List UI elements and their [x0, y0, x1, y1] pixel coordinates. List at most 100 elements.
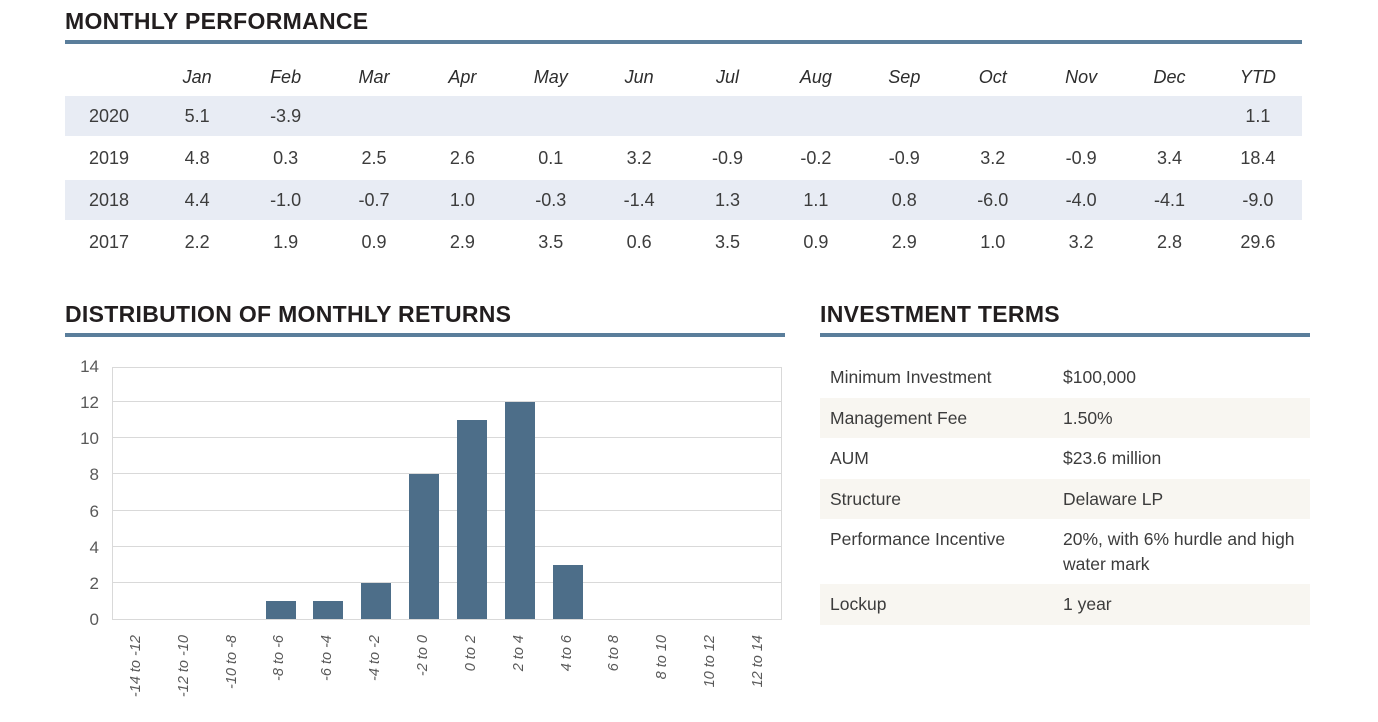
terms-row: Performance Incentive 20%, with 6% hurdle… — [820, 519, 1310, 584]
return-value-cell: -4.1 — [1153, 189, 1185, 210]
return-value-cell: -0.9 — [888, 147, 920, 168]
term-label: Performance Incentive — [830, 529, 1006, 549]
x-tick-label: -8 to -6 — [256, 635, 304, 681]
x-tick-text: 2 to 4 — [510, 635, 527, 672]
investment-terms-title: INVESTMENT TERMS — [820, 301, 1060, 327]
y-tick-label: 0 — [89, 610, 99, 629]
investment-terms-section: INVESTMENT TERMS Minimum Investment $100,… — [820, 301, 1310, 625]
return-value-cell: 1.1 — [1245, 105, 1271, 126]
header-month-cell: May — [533, 66, 568, 87]
header-month-cell: Feb — [270, 66, 302, 87]
header-month-cell: Mar — [358, 66, 390, 87]
investment-terms-table: Minimum Investment $100,000 Management Fee… — [820, 357, 1310, 625]
header-month-cell: Jul — [716, 66, 740, 87]
return-value-cell: -1.4 — [623, 189, 655, 210]
bar — [504, 402, 535, 619]
return-value-cell: -4.0 — [1065, 189, 1097, 210]
term-value: $23.6 million — [1063, 448, 1162, 468]
y-tick-label: 10 — [80, 429, 99, 449]
return-value-cell: 5.1 — [184, 105, 210, 126]
x-tick-label: 4 to 6 — [543, 635, 591, 671]
y-tick-label: 12 — [80, 393, 99, 413]
return-value-cell: 2.6 — [449, 147, 475, 168]
x-tick-text: -14 to -12 — [127, 635, 144, 698]
performance-header-row: Jan Feb Mar Apr May Jun Jul Aug Sep Oct Nov Dec YTD — [65, 60, 1302, 94]
term-value: $100,000 — [1063, 367, 1136, 387]
return-value-cell: -6.0 — [977, 189, 1009, 210]
year-cell: 2019 — [88, 147, 130, 168]
x-tick-text: -10 to -8 — [223, 635, 240, 689]
gridline — [113, 437, 781, 439]
return-value-cell: 0.3 — [273, 147, 299, 168]
performance-row: 2018 4.4 -1.0 -0.7 1.0 -0.3 -1.4 1.3 1.1 0.8 -6.0 -… — [65, 180, 1302, 220]
return-value-cell: 2.9 — [891, 231, 917, 252]
term-value: Delaware LP — [1063, 488, 1164, 509]
x-tick-label: -10 to -8 — [208, 635, 256, 689]
header-month-cell: YTD — [1239, 66, 1276, 87]
chart-x-axis: -14 to -12 -12 to -10 -10 to -8 -8 to -6 -6 … — [112, 628, 782, 722]
term-value: 20%, with 6% hurdle and high water mark — [1063, 529, 1295, 574]
x-tick-label: -12 to -10 — [160, 635, 208, 697]
return-value-cell: 4.8 — [184, 147, 210, 168]
return-value-cell: 29.6 — [1240, 231, 1276, 252]
return-value-cell: 0.6 — [626, 231, 652, 252]
x-tick-text: 10 to 12 — [702, 635, 719, 688]
x-tick-label: 2 to 4 — [495, 635, 543, 671]
y-tick-label: 14 — [80, 357, 99, 376]
return-value-cell: -0.9 — [712, 147, 744, 168]
year-cell: 2020 — [88, 105, 130, 126]
return-value-cell: 1.0 — [980, 231, 1006, 252]
return-value-cell: 3.5 — [538, 231, 564, 252]
distribution-section: DISTRIBUTION OF MONTHLY RETURNS 0 2 4 6 8 10 1… — [65, 301, 785, 722]
return-value-cell: 3.2 — [1068, 231, 1094, 252]
x-tick-label: 0 to 2 — [447, 635, 495, 671]
term-label: AUM — [830, 448, 869, 468]
return-value-cell: 0.8 — [891, 189, 917, 210]
terms-row: Management Fee 1.50% — [820, 397, 1310, 438]
x-tick-label: -6 to -4 — [303, 635, 351, 681]
year-cell: 2018 — [88, 189, 130, 210]
x-tick-text: 8 to 10 — [654, 635, 671, 680]
x-tick-label: -2 to 0 — [399, 635, 447, 676]
x-tick-label: -4 to -2 — [351, 635, 399, 681]
x-tick-text: 0 to 2 — [462, 635, 479, 672]
term-label: Structure — [830, 488, 901, 509]
return-value-cell: 0.9 — [803, 231, 829, 252]
y-tick-label: 6 — [89, 501, 99, 521]
x-tick-label: 12 to 14 — [734, 635, 782, 687]
gridline — [113, 509, 781, 511]
return-value-cell: -0.9 — [1065, 147, 1097, 168]
x-tick-label: 8 to 10 — [638, 635, 686, 679]
return-value-cell: 1.0 — [449, 189, 475, 210]
header-month-cell: Nov — [1065, 66, 1098, 87]
return-value-cell: 3.2 — [626, 147, 652, 168]
gridline — [113, 473, 781, 475]
gridline — [113, 581, 781, 583]
bar — [409, 474, 440, 619]
return-value-cell: 4.4 — [184, 189, 210, 210]
return-value-cell: 0.9 — [361, 231, 387, 252]
performance-row: 2019 4.8 0.3 2.5 2.6 0.1 3.2 -0.9 -0.2 -0.9 3.2 -0.… — [65, 138, 1302, 178]
return-value-cell: 0.1 — [538, 147, 564, 168]
header-month-cell: Apr — [448, 66, 477, 87]
x-tick-label: 6 to 8 — [591, 635, 639, 671]
term-label: Management Fee — [830, 407, 968, 428]
y-tick-label: 2 — [89, 573, 99, 593]
performance-row: 2020 5.1 -3.9 1.1 — [65, 96, 1302, 136]
terms-row: Lockup 1 year — [820, 584, 1310, 625]
section-rule — [65, 333, 785, 337]
gridline — [113, 401, 781, 403]
x-tick-text: 4 to 6 — [558, 635, 575, 672]
return-value-cell: 3.2 — [980, 147, 1006, 168]
return-value-cell: 2.2 — [184, 231, 210, 252]
return-value-cell: 1.1 — [803, 189, 829, 210]
x-tick-text: 12 to 14 — [750, 635, 767, 688]
return-value-cell: -0.3 — [535, 189, 567, 210]
return-value-cell: 2.5 — [361, 147, 387, 168]
header-month-cell: Dec — [1153, 66, 1186, 87]
return-value-cell: -9.0 — [1242, 189, 1274, 210]
bar — [552, 564, 583, 619]
performance-row: 2017 2.2 1.9 0.9 2.9 3.5 0.6 3.5 0.9 2.9 1.0 3.2 2.8… — [65, 222, 1302, 262]
x-tick-text: -4 to -2 — [367, 635, 384, 681]
